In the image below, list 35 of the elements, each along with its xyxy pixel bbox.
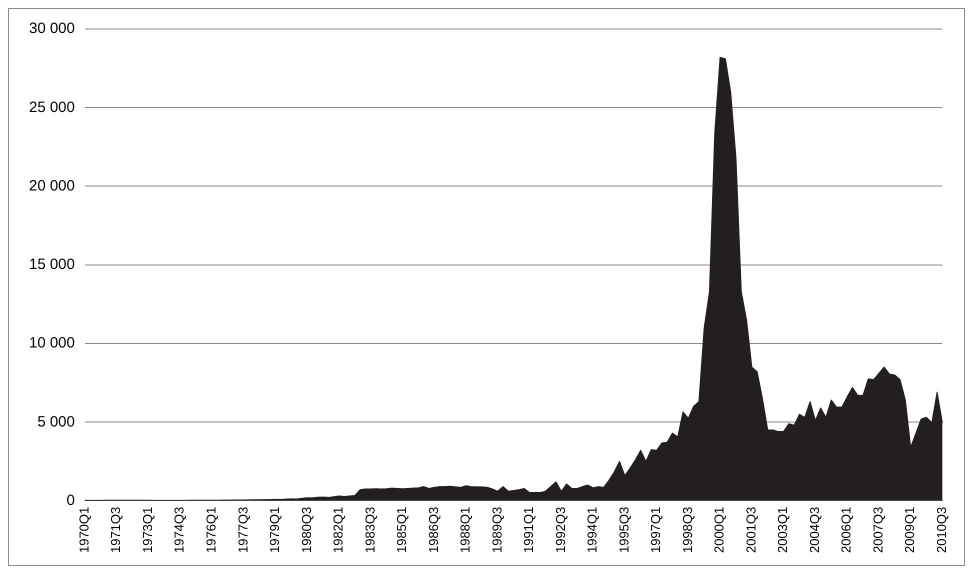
x-tick-label: 2004Q3	[806, 506, 822, 554]
x-tick-label: 1988Q1	[458, 506, 473, 554]
x-tick-label: 2001Q3	[743, 506, 758, 554]
x-tick-label: 2009Q1	[902, 506, 918, 554]
x-tick-label: 1983Q3	[362, 506, 378, 554]
y-tick-label: 20 000	[28, 177, 75, 194]
x-tick-label: 1989Q3	[489, 506, 504, 554]
x-tick-label: 1974Q3	[172, 506, 187, 554]
x-tick-label: 1992Q3	[552, 506, 568, 554]
x-tick-label: 1979Q1	[267, 506, 282, 554]
x-tick-label: 1970Q1	[76, 506, 92, 554]
x-tick-label: 1995Q3	[616, 506, 632, 554]
y-tick-label: 25 000	[28, 98, 75, 116]
x-tick-label: 1998Q3	[680, 506, 695, 554]
y-tick-label: 15 000	[28, 256, 75, 274]
x-tick-label: 1980Q3	[298, 506, 314, 554]
x-tick-label: 2010Q3	[934, 506, 949, 554]
x-tick-label: 1977Q3	[235, 506, 250, 554]
x-tick-label: 1994Q1	[584, 506, 600, 554]
y-tick-label: 0	[66, 492, 75, 509]
y-tick-label: 30 000	[28, 20, 75, 38]
x-tick-label: 2007Q3	[870, 506, 886, 554]
x-tick-label: 2003Q1	[775, 506, 790, 554]
x-tick-label: 1973Q1	[140, 506, 155, 554]
x-tick-label: 1991Q1	[521, 506, 536, 554]
x-tick-label: 1985Q1	[394, 506, 410, 554]
x-tick-label: 2006Q1	[838, 506, 854, 554]
x-tick-label: 2000Q1	[712, 506, 727, 554]
y-tick-label: 5 000	[37, 413, 75, 430]
x-tick-label: 1976Q1	[203, 506, 218, 554]
x-tick-label: 1971Q3	[108, 506, 124, 554]
x-tick-label: 1986Q3	[426, 506, 441, 554]
y-tick-label: 10 000	[28, 334, 75, 352]
x-tick-label: 1982Q1	[330, 506, 346, 554]
x-tick-label: 1997Q1	[648, 506, 664, 554]
